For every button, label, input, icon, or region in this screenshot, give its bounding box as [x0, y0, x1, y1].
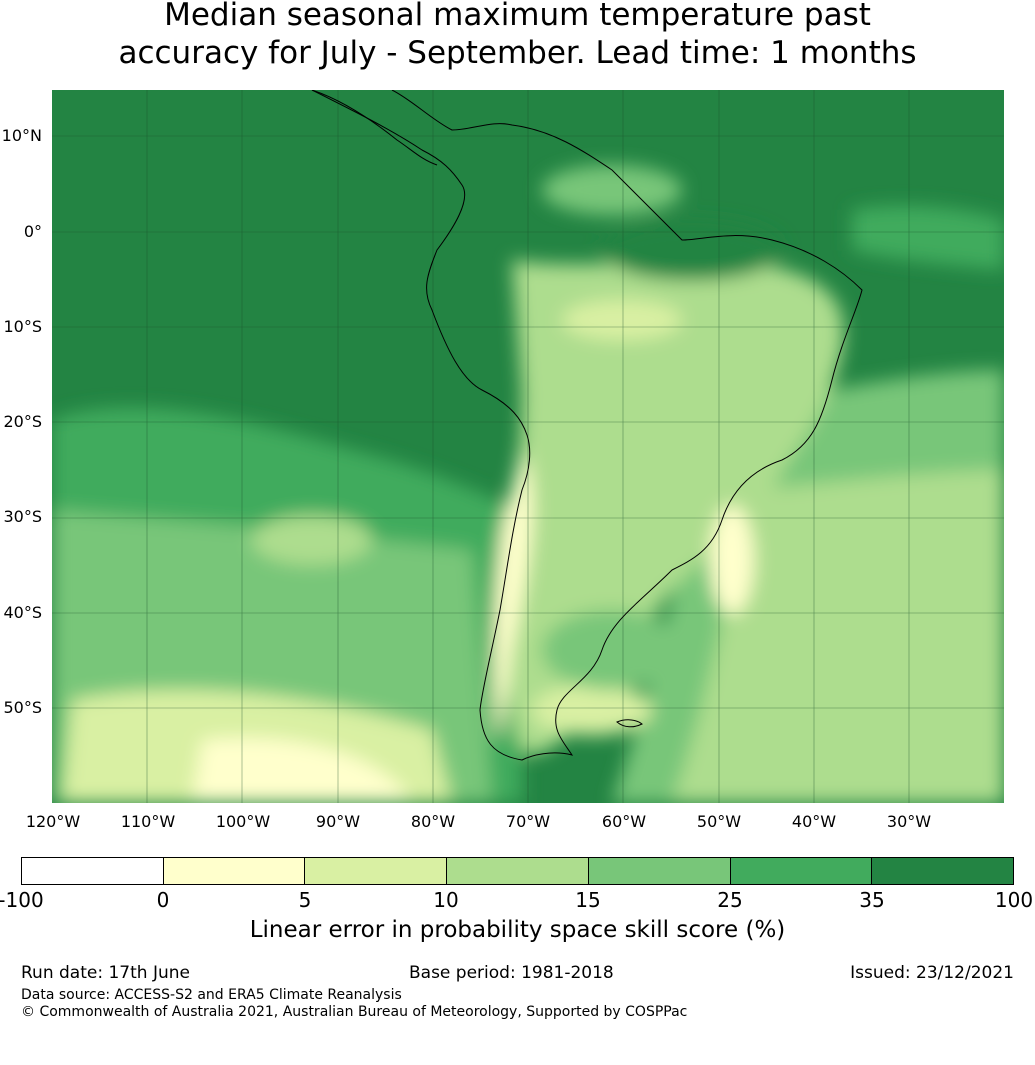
patagonia-pale-patch: [532, 685, 652, 735]
lon-label-40w: 40°W: [791, 812, 837, 831]
skill-score-map: [52, 90, 1004, 803]
colorbar-segment: [730, 858, 873, 884]
title-line-2: accuracy for July - September. Lead time…: [118, 35, 917, 71]
atlantic-equator-band: [852, 205, 1004, 270]
lat-label-20s: 20°S: [3, 412, 42, 431]
far-south-pale: [192, 737, 412, 803]
lon-label-60w: 60°W: [601, 812, 647, 831]
lat-label-10s: 10°S: [3, 317, 42, 336]
colorbar-tick: 100: [994, 888, 1034, 912]
falkland-islands: [616, 719, 643, 728]
graticule: [52, 90, 1004, 803]
issued-date: Issued: 23/12/2021: [850, 963, 1014, 983]
lat-label-40s: 40°S: [3, 603, 42, 622]
colorbar-segment: [588, 858, 731, 884]
lon-label-90w: 90°W: [315, 812, 361, 831]
andes-pale: [493, 450, 533, 740]
colorbar-tick: 5: [298, 888, 312, 912]
brazil-pale-patch: [562, 300, 682, 340]
colorbar-segment: [872, 858, 1014, 884]
colorbar-tick: 35: [859, 888, 885, 912]
lon-label-110w: 110°W: [120, 812, 176, 831]
lon-label-80w: 80°W: [410, 812, 456, 831]
south-america-coastline: [311, 90, 863, 761]
lon-label-30w: 30°W: [886, 812, 932, 831]
colorbar: [21, 857, 1014, 885]
colorbar-segment: [22, 858, 164, 884]
colorbar-segment: [447, 858, 589, 884]
lat-label-0: 0°: [23, 222, 42, 241]
base-period: Base period: 1981-2018: [409, 963, 614, 983]
colorbar-tick: 25: [717, 888, 743, 912]
lon-label-70w: 70°W: [505, 812, 551, 831]
pampas-mid-patch: [542, 610, 682, 690]
lat-label-30s: 30°S: [3, 507, 42, 526]
amazon-dark-patch: [602, 220, 782, 280]
lat-label-50s: 50°S: [3, 698, 42, 717]
central-america-coastline: [311, 90, 438, 166]
title-line-1: Median seasonal maximum temperature past: [164, 0, 871, 33]
copyright-notice: © Commonwealth of Australia 2021, Austra…: [21, 1004, 688, 1020]
run-date: Run date: 17th June: [21, 963, 190, 983]
data-source: Data source: ACCESS-S2 and ERA5 Climate …: [21, 987, 402, 1003]
colorbar-tick: 0: [156, 888, 170, 912]
map-title: Median seasonal maximum temperature past…: [0, 0, 1035, 72]
lon-label-50w: 50°W: [696, 812, 742, 831]
uruguay-pale-patch: [710, 505, 754, 615]
lon-label-120w: 120°W: [25, 812, 81, 831]
colorbar-tick: 10: [433, 888, 459, 912]
guiana-light-patch: [542, 165, 682, 215]
colorbar-label: Linear error in probability space skill …: [249, 917, 786, 943]
south-atlantic-light: [672, 470, 1004, 803]
colorbar-tick: 15: [575, 888, 601, 912]
colorbar-tick: -100: [0, 888, 44, 912]
pacific-pale-patch: [252, 515, 372, 565]
colorbar-segment: [163, 858, 306, 884]
lon-label-100w: 100°W: [215, 812, 271, 831]
lat-label-10n: 10°N: [1, 126, 42, 145]
colorbar-segment: [305, 858, 448, 884]
